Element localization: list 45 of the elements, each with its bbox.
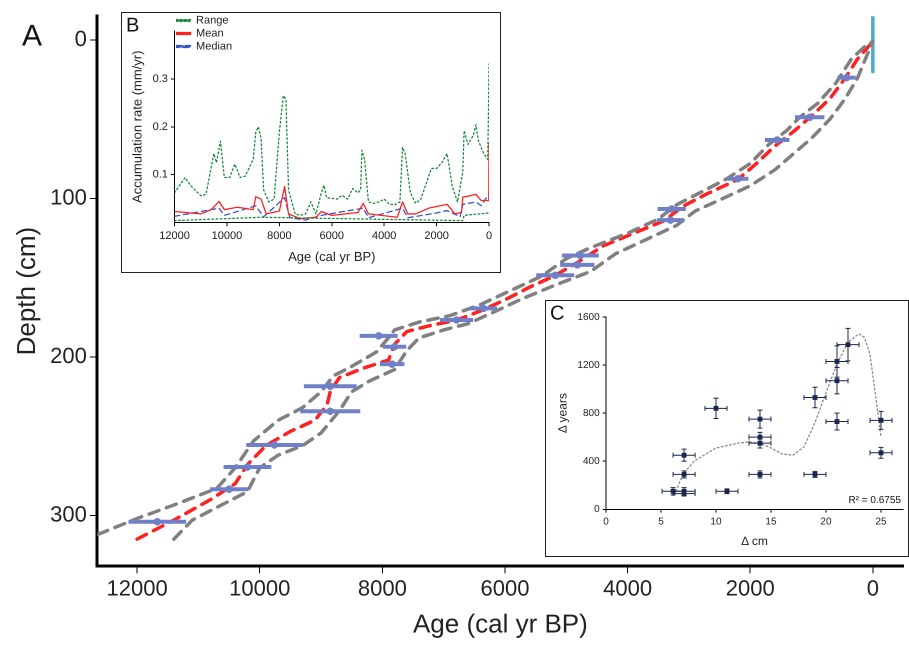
x-tick-label: 15	[765, 516, 777, 528]
x-tick-label: 0	[486, 230, 492, 242]
x-tick-label: 12000	[106, 576, 168, 601]
x-tick-label: 10000	[212, 230, 242, 242]
y-tick-label: 100	[50, 184, 87, 210]
annotation: R² = 0.6755	[848, 495, 902, 506]
y-tick-label: 0.2	[152, 120, 168, 133]
y-tick-label: 0	[74, 26, 87, 52]
x-tick-label: 25	[875, 516, 887, 528]
y-tick-label: 0	[594, 504, 600, 516]
x-tick-label: 8000	[358, 576, 407, 601]
y-axis-title: Δ years	[556, 393, 570, 434]
x-tick-label: 0	[603, 516, 610, 528]
annotation: B	[126, 14, 140, 37]
y-tick-label: 1200	[577, 360, 600, 371]
annotation: C	[550, 302, 564, 325]
y-axis-title: Depth (cm)	[10, 226, 41, 356]
y-tick-label: 300	[50, 501, 87, 526]
x-axis-title: Age (cal yr BP)	[412, 608, 588, 639]
x-tick-label: 20	[820, 516, 832, 528]
y-tick-label: 200	[50, 342, 87, 368]
y-tick-label: 0.3	[152, 72, 168, 85]
y-tick-label: 1600	[577, 312, 600, 323]
legend-label: Range	[196, 14, 228, 27]
legend-label: Mean	[196, 28, 224, 40]
x-tick-label: 10	[710, 516, 722, 528]
x-tick-label: 4000	[372, 230, 396, 242]
x-tick-label: 2000	[424, 230, 449, 242]
x-tick-label: 0	[866, 576, 879, 601]
x-tick-label: 12000	[159, 230, 190, 242]
x-tick-label: 2000	[726, 576, 775, 601]
x-tick-label: 10000	[229, 576, 290, 601]
x-tick-label: 5	[658, 516, 664, 528]
x-tick-label: 6000	[320, 230, 344, 242]
x-tick-label: 8000	[267, 230, 292, 242]
legend-label: Median	[196, 40, 232, 53]
x-tick-label: 6000	[480, 576, 530, 601]
y-axis-title: Accumulation rate (mm/yr)	[129, 50, 144, 203]
x-axis-title: Δ cm	[741, 534, 768, 548]
x-tick-label: 4000	[603, 576, 652, 601]
y-tick-label: 0.1	[152, 168, 168, 181]
y-tick-label: 800	[582, 408, 600, 419]
x-axis-title: Age (cal yr BP)	[288, 248, 376, 264]
text: A	[22, 19, 42, 52]
y-tick-label: 400	[582, 456, 600, 467]
